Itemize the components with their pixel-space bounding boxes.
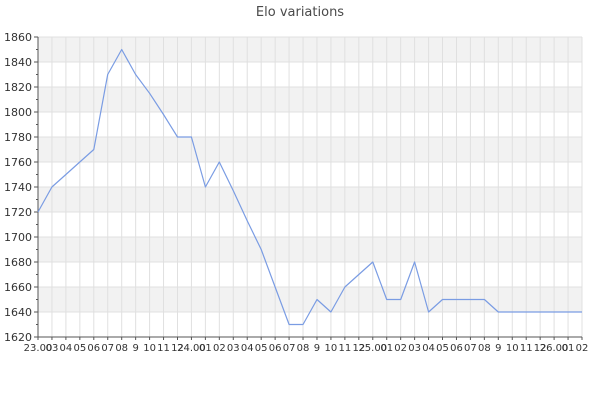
svg-text:07: 07 (101, 343, 114, 354)
svg-text:9: 9 (495, 343, 501, 354)
svg-text:1640: 1640 (4, 306, 32, 319)
svg-text:9: 9 (314, 343, 320, 354)
svg-text:04: 04 (60, 343, 73, 354)
svg-text:1840: 1840 (4, 56, 32, 69)
x-axis-ticks (37, 337, 583, 340)
svg-text:26.00: 26.00 (540, 343, 569, 354)
svg-text:07: 07 (464, 343, 477, 354)
svg-text:04: 04 (241, 343, 254, 354)
svg-text:1740: 1740 (4, 181, 32, 194)
svg-text:08: 08 (478, 343, 491, 354)
svg-text:02: 02 (394, 343, 407, 354)
svg-text:02: 02 (213, 343, 226, 354)
svg-text:1820: 1820 (4, 81, 32, 94)
svg-text:1780: 1780 (4, 131, 32, 144)
svg-text:11: 11 (520, 343, 533, 354)
svg-text:12: 12 (534, 343, 547, 354)
svg-text:07: 07 (283, 343, 296, 354)
svg-text:08: 08 (115, 343, 128, 354)
svg-text:06: 06 (269, 343, 282, 354)
svg-text:01: 01 (562, 343, 575, 354)
svg-text:1800: 1800 (4, 106, 32, 119)
svg-text:23.00: 23.00 (24, 343, 53, 354)
svg-text:1760: 1760 (4, 156, 32, 169)
svg-text:05: 05 (73, 343, 86, 354)
svg-text:03: 03 (227, 343, 240, 354)
y-axis-ticks (34, 36, 38, 338)
svg-text:04: 04 (422, 343, 435, 354)
svg-text:01: 01 (199, 343, 212, 354)
svg-text:10: 10 (506, 343, 519, 354)
svg-text:06: 06 (450, 343, 463, 354)
svg-text:02: 02 (576, 343, 589, 354)
svg-text:1620: 1620 (4, 331, 32, 344)
svg-text:03: 03 (408, 343, 421, 354)
svg-text:9: 9 (132, 343, 138, 354)
svg-text:1700: 1700 (4, 231, 32, 244)
svg-text:10: 10 (325, 343, 338, 354)
svg-text:11: 11 (157, 343, 170, 354)
elo-series-line (37, 48, 582, 326)
chart-title: Elo variations (255, 5, 345, 20)
svg-text:25.00: 25.00 (358, 343, 387, 354)
svg-text:01: 01 (380, 343, 393, 354)
svg-text:1660: 1660 (4, 281, 32, 294)
svg-text:12: 12 (352, 343, 365, 354)
svg-text:06: 06 (87, 343, 100, 354)
svg-text:24.00: 24.00 (177, 343, 206, 354)
svg-text:03: 03 (46, 343, 59, 354)
svg-text:1680: 1680 (4, 256, 32, 269)
plot-bands (38, 37, 582, 312)
svg-text:08: 08 (297, 343, 310, 354)
svg-text:11: 11 (339, 343, 352, 354)
svg-text:1720: 1720 (4, 206, 32, 219)
svg-text:10: 10 (143, 343, 156, 354)
y-axis-labels: 1620 1640 1660 1680 1700 1720 1740 1760 1780 1800… (4, 31, 32, 344)
svg-text:1860: 1860 (4, 31, 32, 44)
svg-text:12: 12 (171, 343, 184, 354)
svg-text:05: 05 (436, 343, 449, 354)
svg-text:05: 05 (255, 343, 268, 354)
